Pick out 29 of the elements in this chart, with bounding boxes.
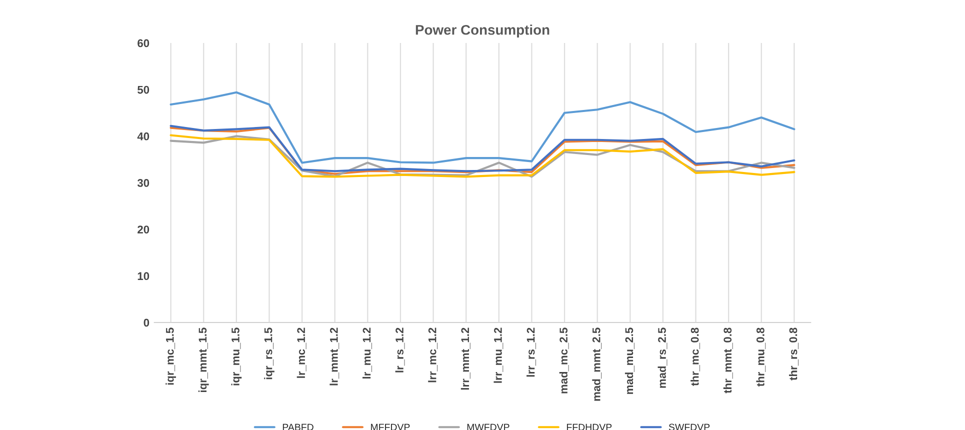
x-tick-label: thr_mmt_0.8	[723, 328, 733, 394]
x-tick-label: lrr_mu_1.2	[494, 328, 504, 383]
x-tick-label: lrr_mmt_1.2	[460, 328, 470, 390]
x-tick-label: mad_rs_2.5	[658, 328, 668, 388]
y-tick-label: 40	[137, 132, 150, 140]
x-tick-label: iqr_mc_1.5	[166, 328, 176, 385]
y-tick-label: 60	[138, 39, 150, 48]
y-tick-label: 10	[138, 272, 150, 280]
x-tick-label: lr_mc_1.2	[296, 328, 306, 378]
x-tick-label: lrr_rs_1.2	[526, 328, 536, 377]
x-tick-label: lr_rs_1.2	[395, 328, 405, 372]
x-tick-label: iqr_mu_1.5	[231, 328, 242, 386]
x-tick-label: lrr_mc_1.2	[428, 328, 438, 382]
x-tick-label: iqr_rs_1.5	[264, 328, 274, 380]
x-tick-label: iqr_mmt_1.5	[198, 328, 209, 392]
x-tick-label: mad_mmt_2.5	[592, 328, 602, 401]
y-tick-label: 30	[137, 179, 150, 187]
y-tick-label: 0	[144, 318, 150, 327]
x-tick-label: thr_rs_0.8	[789, 328, 798, 380]
x-tick-label: thr_mu_0.8	[756, 328, 766, 387]
y-tick-label: 20	[138, 226, 150, 234]
chart-title: Power Consumption	[416, 24, 550, 38]
x-tick-label: mad_mc_2.5	[559, 328, 569, 394]
x-tick-label: thr_mc_0.8	[690, 328, 700, 386]
x-tick-label: lr_mu_1.2	[362, 328, 372, 378]
line-series	[170, 91, 796, 164]
y-tick-label: 50	[138, 86, 150, 94]
x-tick-label: lr_mmt_1.2	[330, 328, 340, 386]
x-tick-label: mad_mu_2.5	[624, 328, 634, 394]
